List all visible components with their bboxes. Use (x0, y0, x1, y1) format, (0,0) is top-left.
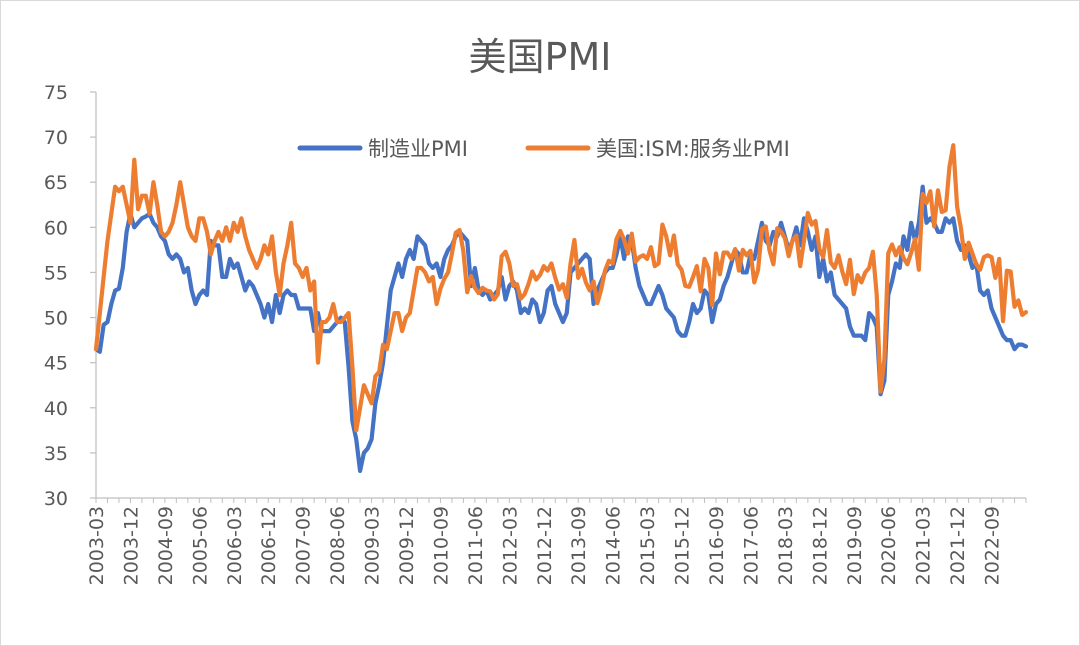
x-tick-label: 2018-12 (809, 506, 831, 585)
y-tick-label: 75 (44, 82, 68, 104)
x-tick-label: 2015-12 (672, 506, 694, 585)
x-tick-label: 2012-03 (499, 506, 521, 585)
x-tick-label: 2014-06 (603, 506, 625, 585)
legend-label-2: 美国:ISM:服务业PMI (596, 137, 790, 161)
chart-title: 美国PMI (468, 35, 612, 79)
x-tick-label: 2017-06 (740, 506, 762, 585)
y-tick-label: 55 (44, 262, 68, 284)
y-tick-label: 50 (44, 308, 68, 330)
axes: 30 35 40 45 50 55 60 65 70 75 2003-03 2003-12 2004-0… (44, 82, 1027, 585)
x-tick-label: 2022-09 (982, 506, 1004, 585)
y-tick-label: 35 (44, 443, 68, 465)
x-tick-label: 2016-09 (706, 506, 728, 585)
y-tick-label: 65 (44, 172, 68, 194)
x-tick-label: 2019-09 (844, 506, 866, 585)
x-tick-label: 2004-09 (155, 506, 177, 585)
x-tick-label: 2015-03 (637, 506, 659, 585)
x-tick-label: 2020-06 (878, 506, 900, 585)
x-tick-label: 2021-12 (947, 506, 969, 585)
legend: 制造业PMI 美国:ISM:服务业PMI (297, 137, 790, 161)
x-tick-label: 2009-03 (362, 506, 384, 585)
x-tick-label: 2003-12 (120, 506, 142, 585)
x-tick-label: 2018-03 (775, 506, 797, 585)
y-tick-label: 30 (44, 488, 68, 510)
x-tick-label: 2007-09 (293, 506, 315, 585)
x-tick-label: 2013-09 (568, 506, 590, 585)
x-tick-label: 2008-06 (327, 506, 349, 585)
x-tick-label: 2011-06 (465, 506, 487, 585)
x-tick-label: 2005-06 (189, 506, 211, 585)
series-layer (93, 143, 1029, 474)
y-tick-label: 70 (44, 127, 68, 149)
y-tick-label: 45 (44, 353, 68, 375)
legend-label-1: 制造业PMI (368, 137, 468, 161)
x-tick-label: 2003-03 (86, 506, 108, 585)
x-tick-label: 2006-12 (258, 506, 280, 585)
x-tick-label: 2009-12 (396, 506, 418, 585)
series-line-2 (93, 143, 1029, 433)
x-tick-label: 2006-03 (224, 506, 246, 585)
y-tick-label: 40 (44, 398, 68, 420)
series-line-1 (93, 184, 1029, 474)
x-tick-label: 2010-09 (430, 506, 452, 585)
x-tick-label: 2021-03 (913, 506, 935, 585)
y-tick-label: 60 (44, 217, 68, 239)
x-tick-label: 2012-12 (534, 506, 556, 585)
